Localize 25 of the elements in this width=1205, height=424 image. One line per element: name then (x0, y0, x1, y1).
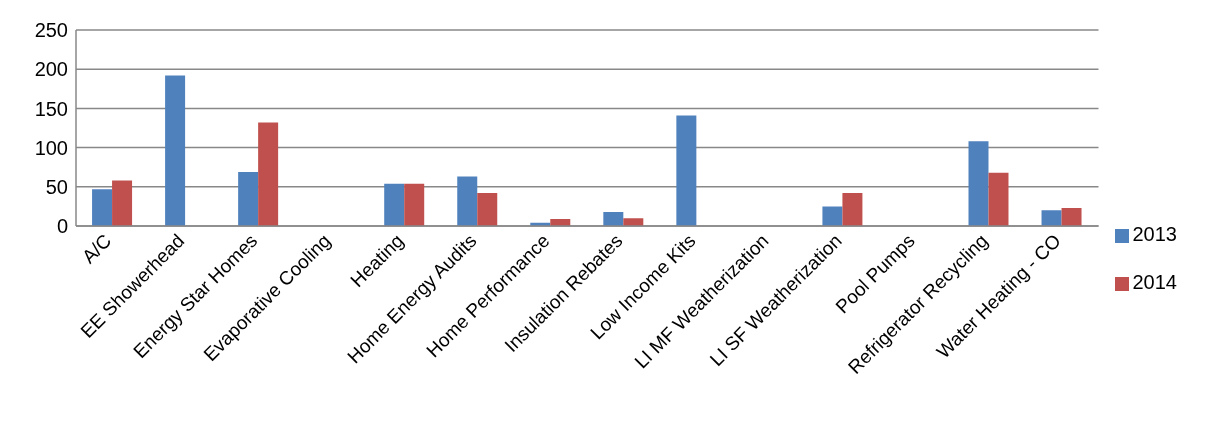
bar (457, 176, 478, 226)
bar (384, 183, 405, 226)
y-tick-label: 0 (56, 215, 68, 238)
legend-label: 2014 (1132, 271, 1177, 293)
bar (842, 193, 863, 226)
bar (988, 172, 1009, 226)
y-tick-label: 150 (34, 97, 68, 120)
y-tick-label: 200 (34, 58, 68, 81)
y-tick-label: 100 (34, 136, 68, 159)
legend-label: 2013 (1132, 223, 1177, 245)
bar (1061, 207, 1082, 226)
bar (676, 115, 697, 226)
bar (258, 122, 279, 226)
bar (112, 180, 133, 226)
y-tick-label: 50 (45, 175, 68, 198)
bar (165, 75, 186, 226)
bar (968, 141, 989, 226)
bar (92, 189, 113, 226)
bar (404, 183, 425, 226)
bar (603, 211, 624, 226)
bar (238, 171, 259, 226)
bar (477, 193, 498, 226)
bar (1041, 210, 1062, 226)
bar (822, 206, 843, 226)
y-tick-label: 250 (34, 19, 68, 42)
